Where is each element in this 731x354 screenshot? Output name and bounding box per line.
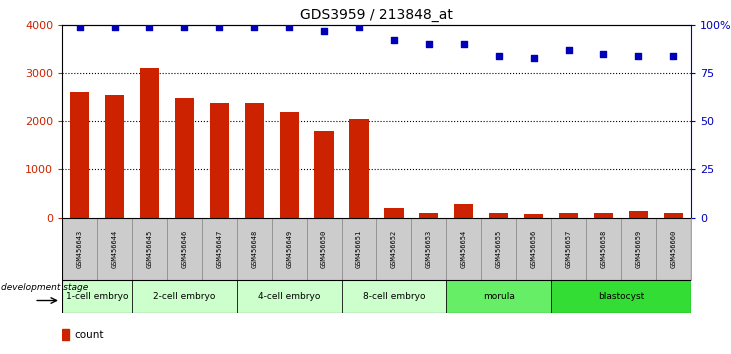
Bar: [140, 68, 159, 218]
Bar: [376, 218, 412, 280]
Point: [213, 24, 225, 29]
Text: development stage: development stage: [1, 283, 88, 292]
Bar: [272, 218, 306, 280]
Text: 1-cell embryo: 1-cell embryo: [66, 292, 129, 301]
Bar: [586, 218, 621, 280]
Bar: [202, 218, 237, 280]
Bar: [594, 213, 613, 218]
Bar: [656, 218, 691, 280]
Point: [318, 28, 330, 33]
Text: blastocyst: blastocyst: [598, 292, 644, 301]
Bar: [306, 218, 341, 280]
Text: GSM456649: GSM456649: [286, 229, 292, 268]
Bar: [62, 329, 69, 340]
Point: [667, 53, 679, 58]
Bar: [629, 211, 648, 218]
Text: GSM456655: GSM456655: [496, 229, 501, 268]
Text: GSM456652: GSM456652: [391, 229, 397, 268]
Text: GSM456645: GSM456645: [146, 229, 153, 268]
Point: [284, 24, 295, 29]
Text: GSM456647: GSM456647: [216, 229, 222, 268]
Point: [353, 24, 365, 29]
Text: GSM456660: GSM456660: [670, 229, 676, 268]
Text: GSM456644: GSM456644: [112, 229, 118, 268]
Bar: [132, 218, 167, 280]
Point: [74, 24, 86, 29]
Bar: [279, 112, 299, 218]
Bar: [551, 280, 691, 313]
Bar: [341, 280, 447, 313]
Bar: [175, 98, 194, 218]
Bar: [62, 218, 97, 280]
Point: [458, 41, 469, 47]
Point: [528, 55, 539, 61]
Title: GDS3959 / 213848_at: GDS3959 / 213848_at: [300, 8, 453, 22]
Text: GSM456656: GSM456656: [531, 229, 537, 268]
Point: [388, 38, 400, 43]
Text: GSM456653: GSM456653: [426, 229, 432, 268]
Point: [109, 24, 121, 29]
Point: [249, 24, 260, 29]
Text: 2-cell embryo: 2-cell embryo: [154, 292, 216, 301]
Bar: [70, 92, 89, 218]
Point: [423, 41, 435, 47]
Bar: [412, 218, 447, 280]
Text: GSM456654: GSM456654: [461, 229, 467, 268]
Bar: [489, 213, 508, 218]
Bar: [420, 213, 439, 218]
Point: [632, 53, 644, 58]
Text: GSM456651: GSM456651: [356, 229, 362, 268]
Bar: [516, 218, 551, 280]
Bar: [447, 218, 481, 280]
Text: GSM456646: GSM456646: [181, 229, 187, 268]
Text: GSM456650: GSM456650: [321, 229, 327, 268]
Bar: [341, 218, 376, 280]
Bar: [97, 218, 132, 280]
Text: GSM456657: GSM456657: [566, 229, 572, 268]
Text: 4-cell embryo: 4-cell embryo: [258, 292, 320, 301]
Bar: [559, 213, 578, 218]
Bar: [210, 103, 229, 218]
Bar: [481, 218, 516, 280]
Bar: [551, 218, 586, 280]
Point: [563, 47, 575, 53]
Bar: [664, 213, 683, 218]
Text: 8-cell embryo: 8-cell embryo: [363, 292, 425, 301]
Point: [598, 51, 610, 57]
Bar: [245, 103, 264, 218]
Text: GSM456643: GSM456643: [77, 229, 83, 268]
Bar: [237, 280, 341, 313]
Bar: [454, 204, 474, 218]
Point: [143, 24, 155, 29]
Text: GSM456648: GSM456648: [251, 229, 257, 268]
Bar: [621, 218, 656, 280]
Point: [178, 24, 190, 29]
Bar: [524, 214, 543, 218]
Text: morula: morula: [482, 292, 515, 301]
Bar: [62, 280, 132, 313]
Bar: [314, 131, 333, 218]
Point: [493, 53, 504, 58]
Bar: [167, 218, 202, 280]
Bar: [237, 218, 272, 280]
Text: GSM456659: GSM456659: [635, 229, 641, 268]
Bar: [385, 208, 404, 218]
Bar: [349, 119, 368, 218]
Bar: [105, 95, 124, 218]
Text: count: count: [75, 330, 105, 339]
Bar: [447, 280, 551, 313]
Bar: [132, 280, 237, 313]
Text: GSM456658: GSM456658: [600, 229, 607, 268]
